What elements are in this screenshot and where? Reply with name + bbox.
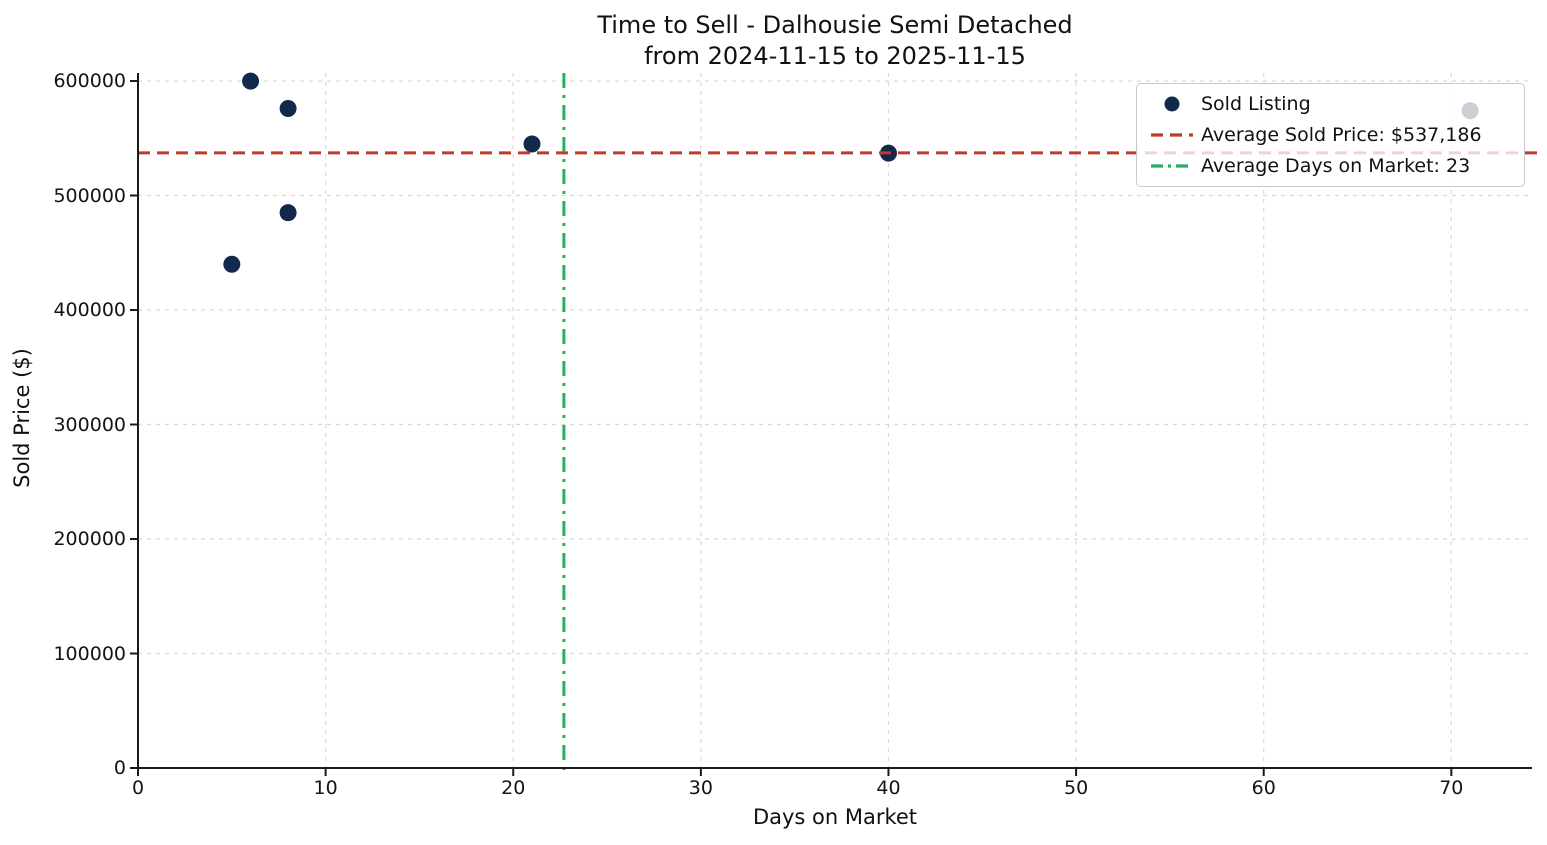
y-tick-label: 0	[113, 757, 126, 779]
chart-title-block: Time to Sell - Dalhousie Semi Detached f…	[435, 10, 1235, 72]
x-tick-label: 30	[688, 777, 713, 799]
legend-label-sold-listing: Sold Listing	[1201, 92, 1311, 115]
legend-item-average-sold-price: Average Sold Price: $537,186	[1143, 120, 1518, 150]
legend: Sold Listing Average Sold Price: $537,18…	[1136, 83, 1525, 187]
x-tick-label: 60	[1251, 777, 1276, 799]
x-tick-label: 20	[501, 777, 526, 799]
y-tick-label: 600000	[53, 70, 126, 92]
sold-listing-point	[242, 72, 260, 90]
x-tick-label: 40	[876, 777, 901, 799]
y-tick-label: 100000	[53, 642, 126, 665]
y-tick-label: 300000	[53, 413, 126, 436]
legend-item-sold-listing: Sold Listing	[1143, 89, 1518, 119]
y-tick-label: 400000	[53, 299, 126, 321]
x-tick-label: 50	[1063, 777, 1089, 799]
chart-subtitle: from 2024-11-15 to 2025-11-15	[644, 42, 1026, 70]
sold-listing-point	[223, 255, 241, 273]
legend-item-average-days-on-market: Average Days on Market: 23	[1143, 151, 1518, 181]
y-tick-label: 500000	[53, 184, 126, 207]
sold-listing-point	[279, 204, 297, 222]
sold-listing-point	[523, 135, 541, 153]
dashdot-line-icon	[1143, 156, 1201, 176]
dashed-line-icon	[1143, 125, 1201, 145]
legend-label-average-days-on-market: Average Days on Market: 23	[1201, 155, 1471, 178]
y-tick-label: 200000	[53, 528, 126, 550]
legend-label-average-sold-price: Average Sold Price: $537,186	[1201, 123, 1482, 146]
x-tick-label: 10	[313, 777, 338, 799]
chart-title: Time to Sell - Dalhousie Semi Detached	[597, 11, 1073, 39]
x-tick-label: 0	[131, 777, 145, 799]
sold-listing-point	[279, 99, 297, 117]
x-axis-label: Days on Market	[752, 805, 918, 829]
sold-listing-marker-icon	[1143, 94, 1201, 114]
legend-dot-icon	[1164, 96, 1180, 112]
x-tick-label: 70	[1439, 777, 1464, 799]
